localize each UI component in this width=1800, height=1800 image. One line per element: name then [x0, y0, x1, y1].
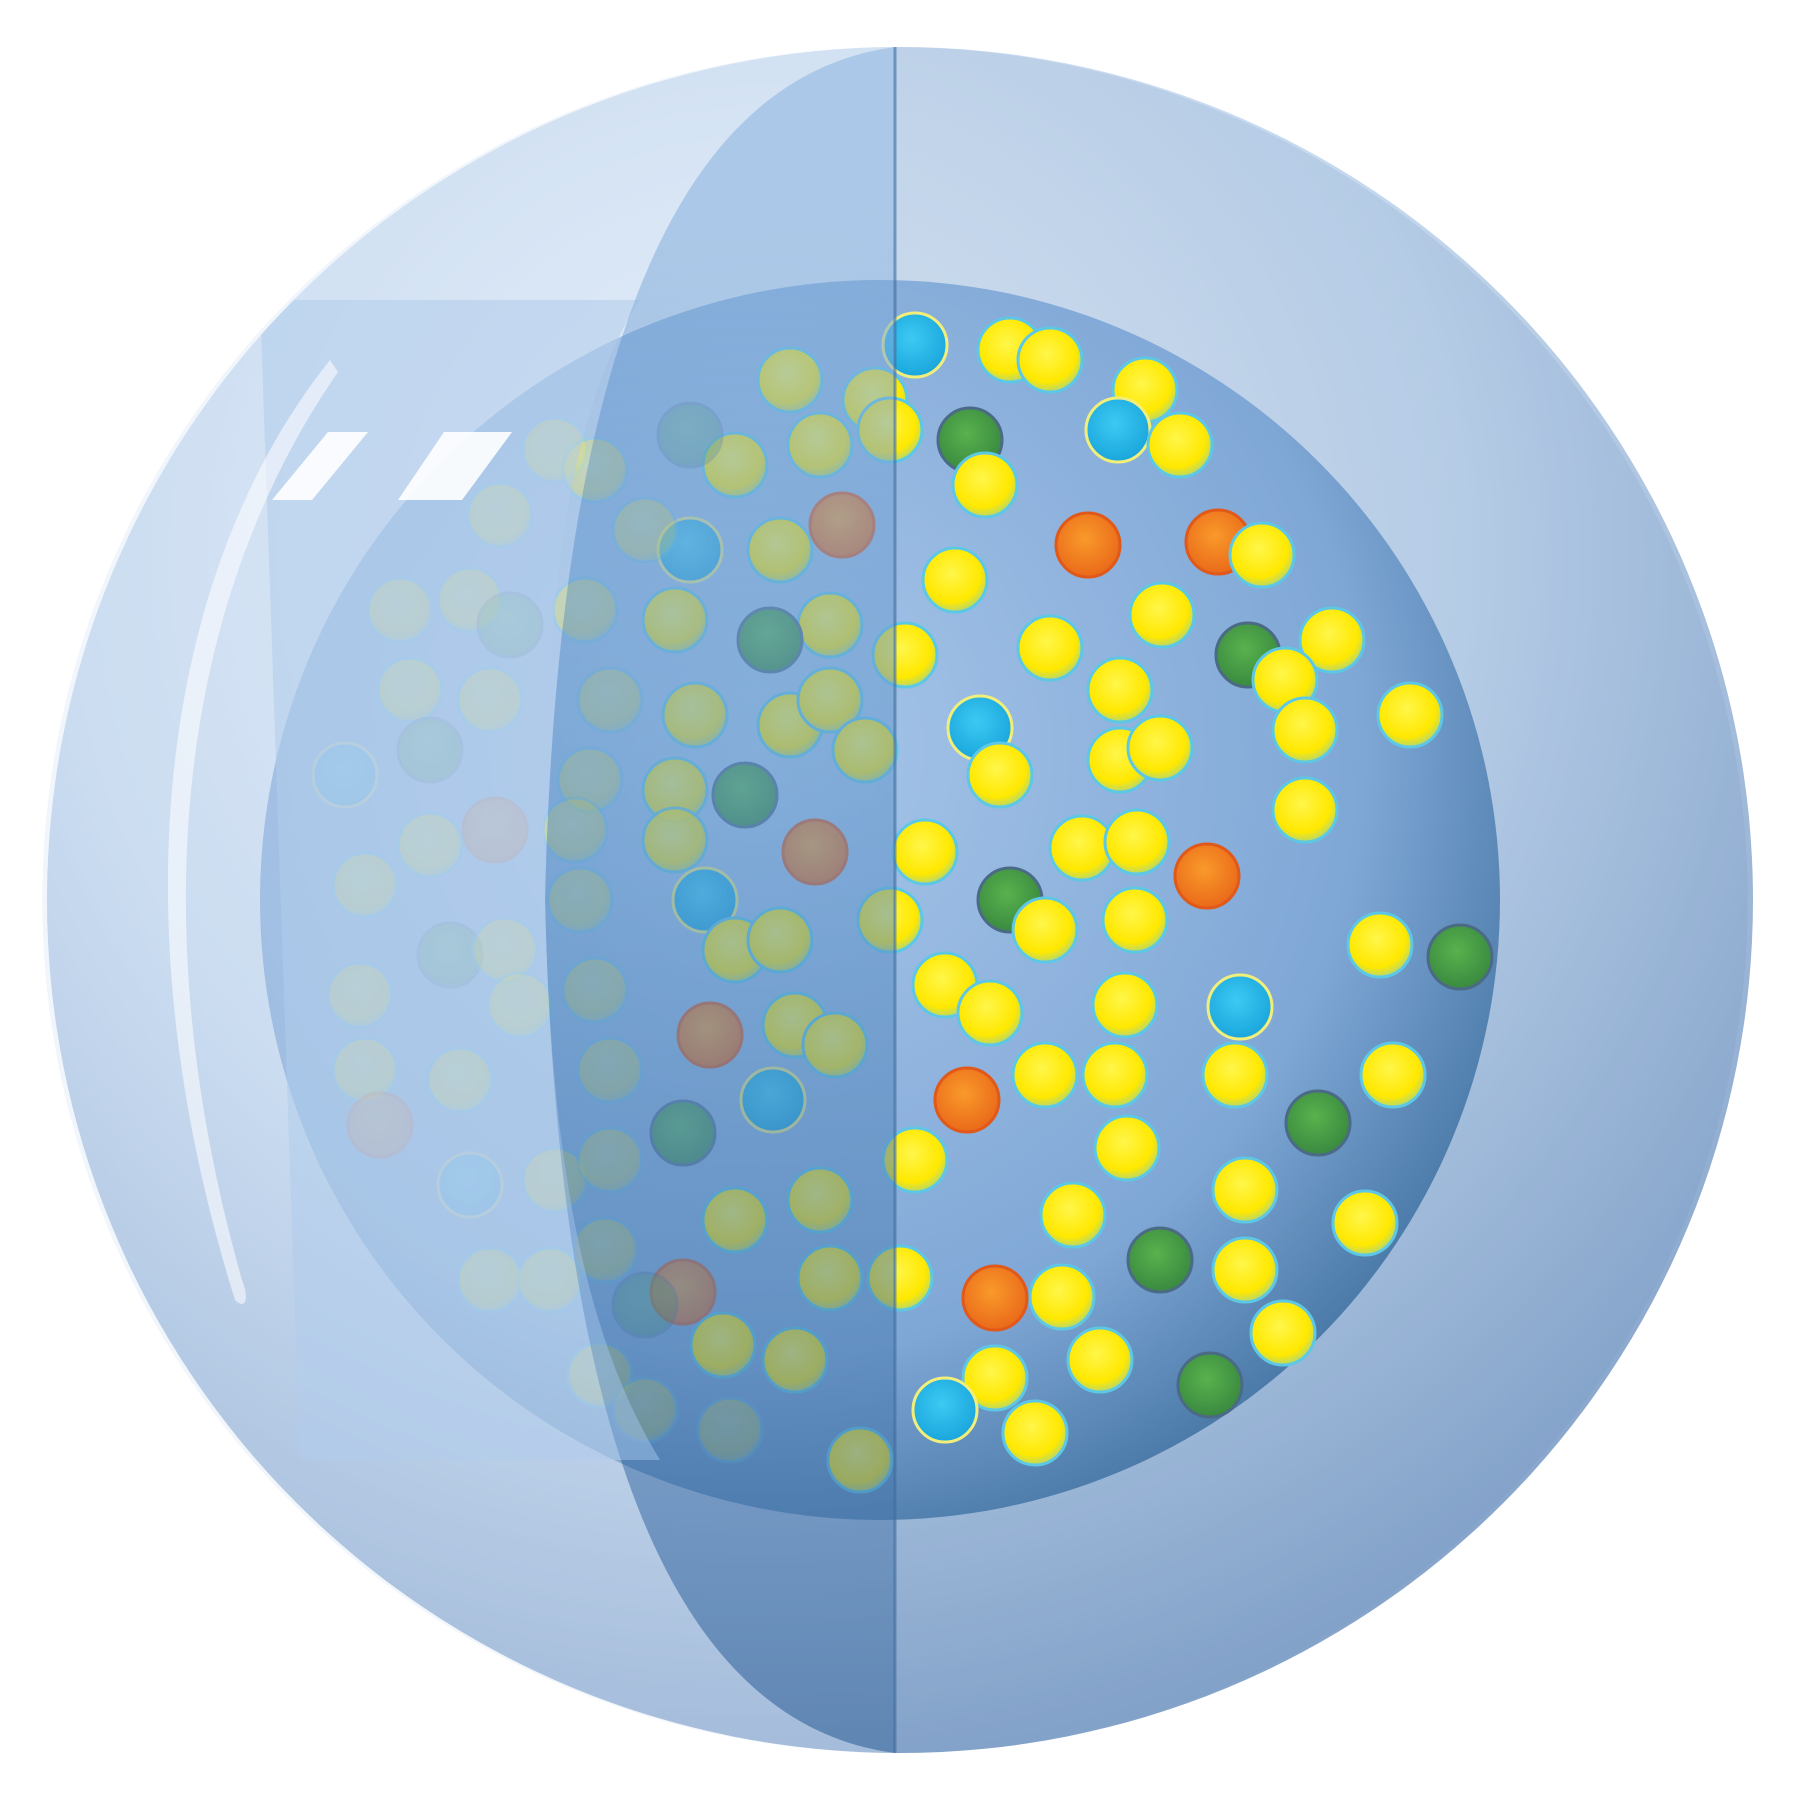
yellow-particle	[1028, 1263, 1096, 1331]
orange-particle	[1173, 842, 1241, 910]
yellow-particle	[1011, 896, 1079, 964]
yellow-particle	[1271, 776, 1339, 844]
yellow-particle	[1126, 714, 1194, 782]
yellow-particle	[1331, 1189, 1399, 1257]
yellow-particle	[956, 979, 1024, 1047]
yellow-particle	[1011, 1041, 1079, 1109]
yellow-particle	[1128, 581, 1196, 649]
orange-particle	[1054, 511, 1122, 579]
gloss-highlight	[167, 360, 512, 1304]
yellow-particle	[1271, 696, 1339, 764]
yellow-particle	[1359, 1041, 1427, 1109]
yellow-particle	[1376, 681, 1444, 749]
yellow-particle	[1016, 614, 1084, 682]
yellow-particle	[1211, 1156, 1279, 1224]
yellow-particle	[1081, 1041, 1149, 1109]
blue-particle	[1206, 973, 1274, 1041]
green-particle	[1126, 1226, 1194, 1294]
yellow-particle	[1016, 326, 1084, 394]
green-particle	[1176, 1351, 1244, 1419]
yellow-particle	[1346, 911, 1414, 979]
yellow-particle	[891, 818, 959, 886]
orange-particle	[961, 1264, 1029, 1332]
yellow-particle	[1091, 971, 1159, 1039]
yellow-particle	[1101, 886, 1169, 954]
yellow-particle	[1066, 1326, 1134, 1394]
yellow-particle	[961, 1344, 1029, 1412]
yellow-particle	[966, 741, 1034, 809]
orange-particle	[933, 1066, 1001, 1134]
green-particle	[1284, 1089, 1352, 1157]
yellow-particle	[1249, 1299, 1317, 1367]
cutaway-band	[260, 47, 897, 1753]
yellow-particle	[1103, 808, 1171, 876]
yellow-particle	[921, 546, 989, 614]
frosted-hemisphere	[42, 47, 895, 1753]
yellow-particle	[1211, 1236, 1279, 1304]
yellow-particle	[1001, 1399, 1069, 1467]
yellow-particle	[951, 451, 1019, 519]
green-particle	[1426, 923, 1494, 991]
yellow-particle	[1228, 521, 1296, 589]
yellow-particle	[1093, 1114, 1161, 1182]
blue-particle	[911, 1376, 979, 1444]
yellow-particle	[1039, 1181, 1107, 1249]
blue-particle	[1084, 396, 1152, 464]
yellow-particle	[1298, 606, 1366, 674]
yellow-particle	[1086, 656, 1154, 724]
yellow-particle	[1146, 411, 1214, 479]
yellow-particle	[1201, 1041, 1269, 1109]
